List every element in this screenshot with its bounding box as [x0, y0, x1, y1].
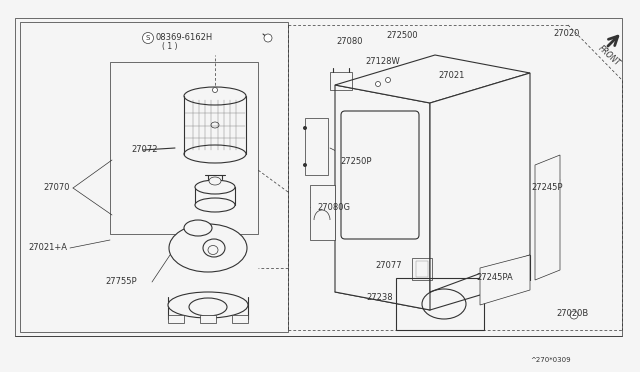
Polygon shape [335, 85, 430, 310]
Ellipse shape [208, 246, 218, 254]
Bar [200, 315, 216, 323]
Polygon shape [335, 55, 530, 103]
Bar [412, 258, 432, 280]
Text: ^270*0309: ^270*0309 [530, 357, 571, 363]
Circle shape [570, 311, 578, 319]
Bar [15, 18, 622, 336]
Text: FRONT: FRONT [596, 44, 621, 68]
Ellipse shape [209, 177, 221, 185]
Text: 27245P: 27245P [531, 183, 563, 192]
Text: 27070: 27070 [43, 183, 70, 192]
Bar [110, 62, 258, 234]
Ellipse shape [203, 239, 225, 257]
Text: ( 1 ): ( 1 ) [162, 42, 177, 51]
Polygon shape [305, 118, 328, 175]
Bar [330, 72, 352, 90]
Ellipse shape [169, 224, 247, 272]
Bar [396, 278, 484, 330]
Text: 27128W: 27128W [365, 58, 400, 67]
Text: 27238: 27238 [366, 294, 392, 302]
Text: 27250P: 27250P [340, 157, 371, 167]
Polygon shape [430, 73, 530, 292]
Text: 08369-6162H: 08369-6162H [155, 32, 212, 42]
Circle shape [376, 81, 381, 87]
Circle shape [264, 34, 272, 42]
Ellipse shape [195, 180, 235, 194]
Circle shape [143, 32, 154, 44]
Text: 272500: 272500 [386, 32, 418, 41]
Text: S: S [146, 35, 150, 41]
Bar [20, 22, 288, 332]
Text: 27755P: 27755P [105, 278, 136, 286]
Text: 27021: 27021 [438, 71, 465, 80]
Circle shape [303, 126, 307, 130]
Text: 27080G: 27080G [317, 202, 350, 212]
Text: 27077: 27077 [375, 260, 402, 269]
Polygon shape [480, 255, 530, 305]
Text: 27020B: 27020B [556, 310, 588, 318]
Bar [416, 261, 428, 277]
Polygon shape [310, 185, 335, 240]
Circle shape [303, 163, 307, 167]
Ellipse shape [184, 220, 212, 236]
Ellipse shape [189, 298, 227, 316]
Text: 27021+A: 27021+A [28, 244, 67, 253]
Text: 27080: 27080 [336, 38, 362, 46]
Polygon shape [535, 155, 560, 280]
Text: 27020: 27020 [553, 29, 579, 38]
Ellipse shape [195, 198, 235, 212]
Circle shape [385, 77, 390, 83]
Text: 27072: 27072 [131, 145, 157, 154]
Bar [168, 315, 184, 323]
Bar [232, 315, 248, 323]
Ellipse shape [168, 292, 248, 318]
FancyBboxPatch shape [341, 111, 419, 239]
Text: 27245PA: 27245PA [476, 273, 513, 282]
Circle shape [212, 87, 218, 93]
